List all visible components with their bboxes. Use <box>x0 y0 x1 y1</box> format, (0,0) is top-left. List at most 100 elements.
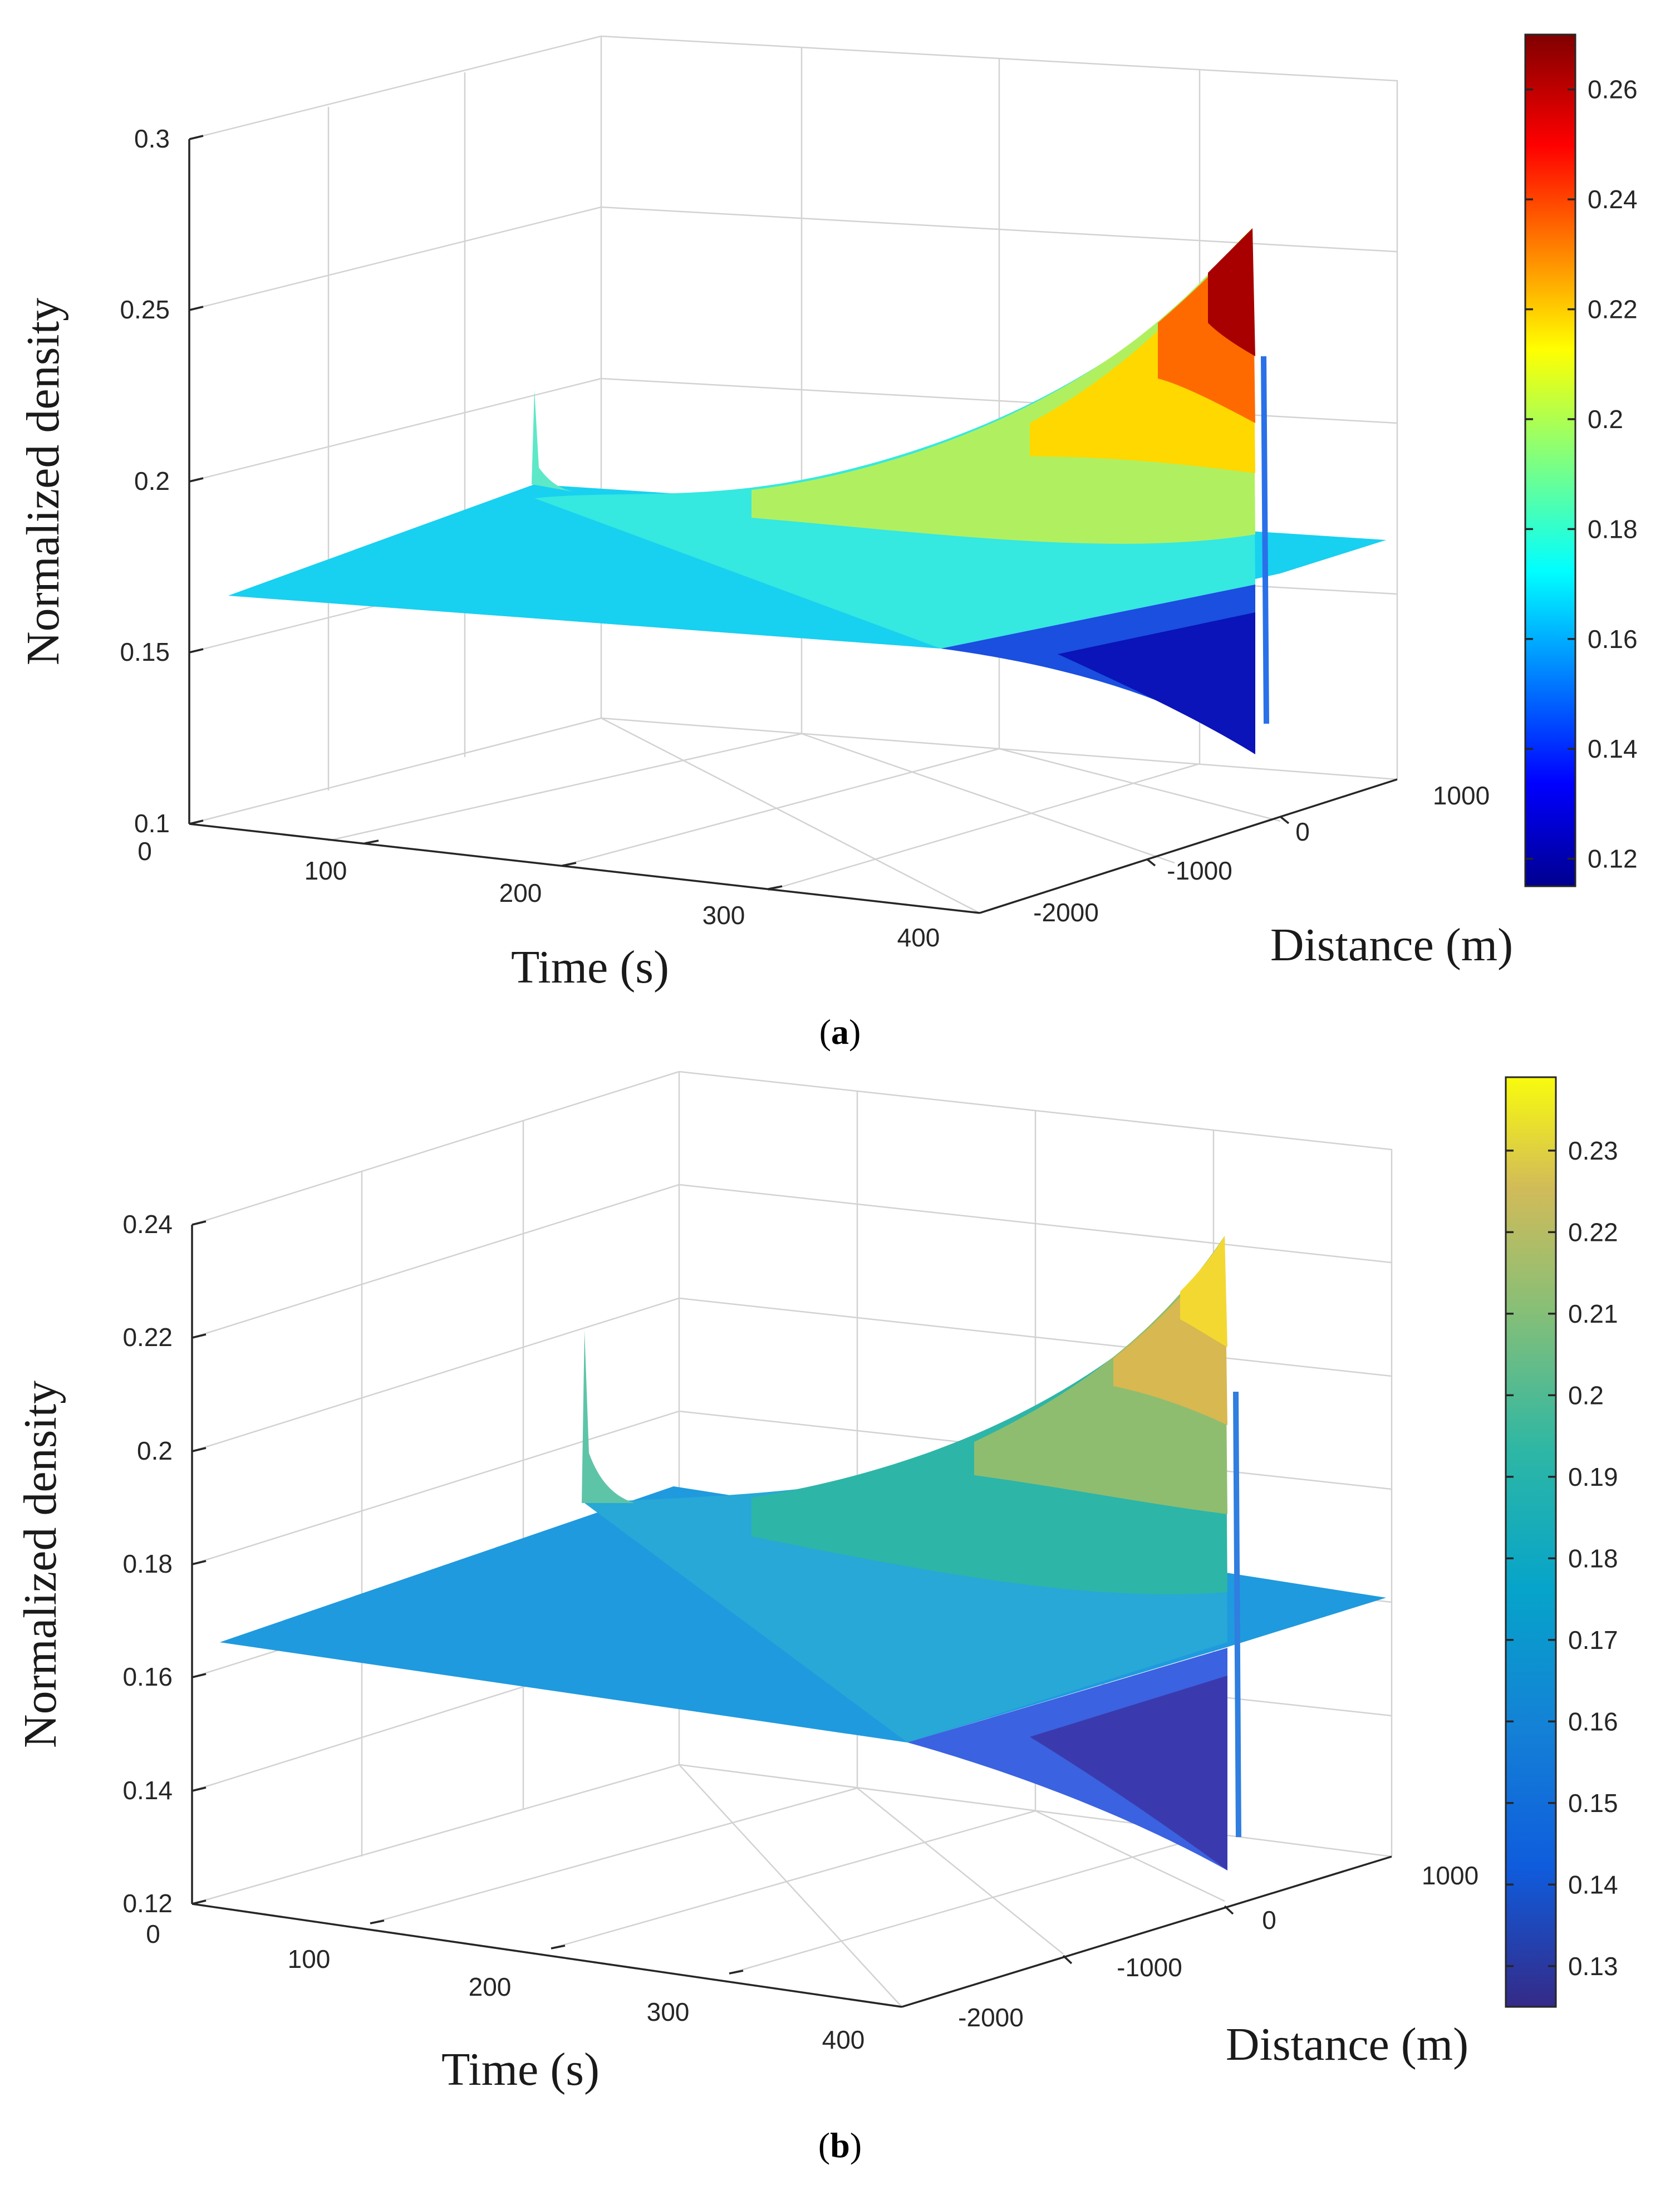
panel-a-ttick-300 <box>768 885 783 890</box>
panel-a-ztick-015 <box>189 648 204 654</box>
colorbar-tick-label: 0.13 <box>1568 1952 1618 1981</box>
panel-b-ztick-018 <box>191 1560 207 1565</box>
panel-a-zlabel-4: 0.1 <box>134 809 170 838</box>
panel-b-zgrid-022 <box>191 1184 1392 1339</box>
panel-b-zlabel-1: 0.22 <box>122 1323 173 1352</box>
panel-a-dlabel-3: 1000 <box>1433 781 1490 810</box>
colorbar-tick-label: 0.19 <box>1568 1462 1618 1491</box>
panel-b-tlabel-4: 400 <box>822 2025 865 2054</box>
panel-b-axes <box>191 1220 1392 2008</box>
panel-a-floor-left <box>189 717 602 825</box>
panel-b-surface-trough-deep <box>1030 1676 1227 1870</box>
panel-b-dtick-0 <box>1224 1905 1234 1915</box>
panel-a-time-axis <box>189 823 980 914</box>
colorbar-tick-label: 0.24 <box>1588 185 1638 214</box>
panel-b-floor-d-m1000 <box>857 1788 1064 1955</box>
panel-a-back-left-top <box>189 35 602 140</box>
panel-a-floor-t200 <box>562 748 1000 867</box>
panel-a-ttick-100 <box>364 839 379 844</box>
panel-b-distance-axis <box>901 1855 1392 2008</box>
panel-b-dlabel-3: 1000 <box>1422 1861 1478 1890</box>
panel-b-ztick-016 <box>191 1673 207 1678</box>
panel-a-floor-d-m1000 <box>801 733 1175 864</box>
panel-b-ztick-012 <box>191 1899 207 1905</box>
colorbar-tick-label: 0.23 <box>1568 1136 1618 1165</box>
panel-b-ztick-024 <box>191 1220 207 1226</box>
panel-b-time-axis <box>191 1903 902 2008</box>
panel-b-ztick-014 <box>191 1786 207 1792</box>
panel-a-caption-letter: a <box>831 1012 849 1052</box>
panel-a-tlabel-3: 300 <box>703 901 745 930</box>
panel-a-caption: (a) <box>819 1012 861 1052</box>
panel-b-floor-t200 <box>551 1810 1036 1950</box>
panel-a-tlabel-2: 200 <box>499 878 542 907</box>
panel-b-colorbar: 0.13 0.14 0.15 0.16 0.17 0.18 0.19 0.2 0.21 0.22 0… <box>1505 1076 1618 2008</box>
panel-b-back-left-top <box>191 1071 680 1226</box>
colorbar-tick-label: 0.14 <box>1588 734 1638 763</box>
colorbar-tick-label: 0.14 <box>1568 1870 1618 1899</box>
panel-a-tlabel-4: 400 <box>897 923 940 952</box>
panel-b-tlabel-2: 200 <box>469 1972 512 2001</box>
panel-b-ttick-100 <box>370 1919 385 1924</box>
panel-b-zlabel-6: 0.12 <box>122 1889 173 1918</box>
panel-a-ztick-025 <box>189 306 204 311</box>
panel-a-dtick-m1000 <box>1146 858 1156 867</box>
colorbar-tick-label: 0.16 <box>1588 625 1638 654</box>
colorbar-tick-label: 0.12 <box>1588 844 1638 873</box>
panel-a-zlabel-3: 0.15 <box>120 637 170 666</box>
colorbar-tick-label: 0.22 <box>1568 1217 1618 1246</box>
panel-b-caption: (b) <box>818 2125 862 2165</box>
panel-a-dlabel-2: 0 <box>1295 817 1310 846</box>
panel-a-dlabel-0: -2000 <box>1033 898 1099 927</box>
panel-a: 0.3 0.25 0.2 0.15 0.1 0 100 200 300 400 … <box>17 33 1638 1052</box>
panel-b-ztick-022 <box>191 1333 207 1339</box>
colorbar-tick-label: 0.26 <box>1588 75 1638 104</box>
panel-b-surface-rise-upper <box>974 1236 1227 1514</box>
panel-a-floor-d-m2000 <box>601 717 980 914</box>
panel-a-axes <box>188 135 1398 914</box>
panel-b-floor-left <box>191 1764 680 1905</box>
panel-a-dlabel-1: -1000 <box>1167 856 1232 885</box>
panel-b-zaxis-label: Normalized density <box>14 1381 66 1748</box>
colorbar-tick-label: 0.2 <box>1588 405 1623 434</box>
panel-a-zlabel-0: 0.3 <box>134 124 170 153</box>
panel-b-zlabel-4: 0.16 <box>122 1662 173 1691</box>
panel-a-colorbar: 0.12 0.14 0.16 0.18 0.2 0.22 0.24 0.26 <box>1524 33 1638 887</box>
panel-b-zlabel-3: 0.18 <box>122 1549 173 1578</box>
panel-a-initial-spike <box>532 390 579 493</box>
panel-b-caption-letter: b <box>830 2125 850 2165</box>
panel-a-floor-t300 <box>768 763 1200 892</box>
panel-b-surface <box>220 1236 1386 1870</box>
panel-b-oscillation <box>1233 1391 1241 1838</box>
panel-b-yaxis-label: Distance (m) <box>1226 2019 1468 2070</box>
panel-b-back-right-wall <box>679 1071 1393 1857</box>
panel-a-ztick-020 <box>189 477 204 483</box>
panel-b-zlabel-2: 0.2 <box>137 1436 173 1465</box>
panel-b-dlabel-1: -1000 <box>1117 1953 1182 1982</box>
colorbar-tick-label: 0.18 <box>1568 1544 1618 1573</box>
panel-a-floor-d-0 <box>999 748 1281 822</box>
colorbar-tick-label: 0.16 <box>1568 1707 1618 1736</box>
panel-a-floor-t100 <box>328 733 802 842</box>
panel-b-surface-rise-mid <box>751 1236 1227 1594</box>
panel-b-zlabel-0: 0.24 <box>122 1210 173 1239</box>
panel-b: 0.24 0.22 0.2 0.18 0.16 0.14 0.12 0 100 … <box>14 1071 1618 2165</box>
panel-b-floor-t100 <box>370 1787 858 1924</box>
panel-b-dtick-m1000 <box>1062 1955 1073 1965</box>
panel-a-ztick-010 <box>189 819 204 825</box>
panel-a-distance-axis <box>979 778 1398 914</box>
panel-b-colorbar-ticks: 0.13 0.14 0.15 0.16 0.17 0.18 0.19 0.2 0.21 0.22 0… <box>1506 1136 1618 1981</box>
colorbar-tick-label: 0.21 <box>1568 1299 1618 1328</box>
panel-a-zgrid-025 <box>189 206 1398 311</box>
panel-a-tlabel-1: 100 <box>304 856 347 885</box>
panel-a-tlabel-0: 0 <box>137 837 152 866</box>
panel-a-zlabel-2: 0.2 <box>134 467 170 495</box>
panel-b-tlabel-3: 300 <box>647 1997 690 2026</box>
panel-b-ttick-200 <box>551 1945 566 1950</box>
panel-b-ttick-300 <box>729 1970 744 1975</box>
panel-a-surface-peak <box>1208 228 1255 356</box>
panel-b-dlabel-2: 0 <box>1262 1906 1276 1934</box>
colorbar-tick-label: 0.22 <box>1588 295 1638 324</box>
